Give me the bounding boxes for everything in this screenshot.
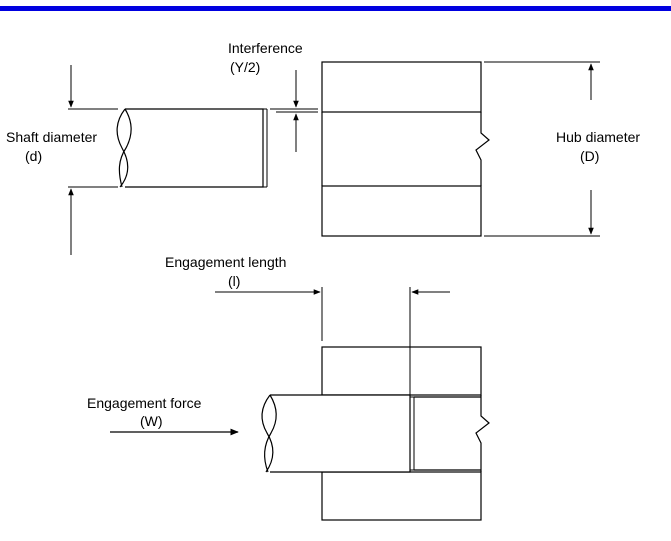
shaft-diameter-dimension — [68, 65, 118, 255]
hub-diameter-label: Hub diameter — [556, 129, 640, 145]
shaft-diameter-symbol: (d) — [25, 148, 42, 164]
shaft-top — [116, 108, 268, 188]
shaft-diameter-label: Shaft diameter — [6, 129, 97, 145]
interference-value-label: (Y/2) — [230, 59, 260, 75]
header-bar — [0, 6, 671, 11]
interference-label: Interference — [228, 40, 303, 56]
interference-dimension — [270, 70, 318, 152]
hub-diameter-dimension — [484, 61, 600, 237]
engagement-force-label: Engagement force — [87, 395, 202, 411]
engagement-length-dimension — [215, 287, 450, 347]
engagement-length-symbol: (l) — [228, 273, 240, 289]
hub-top — [321, 61, 490, 237]
shaft-bottom — [261, 394, 481, 473]
engagement-force-symbol: (W) — [140, 413, 163, 429]
engagement-length-label: Engagement length — [165, 254, 286, 270]
hub-diameter-symbol: (D) — [580, 148, 599, 164]
